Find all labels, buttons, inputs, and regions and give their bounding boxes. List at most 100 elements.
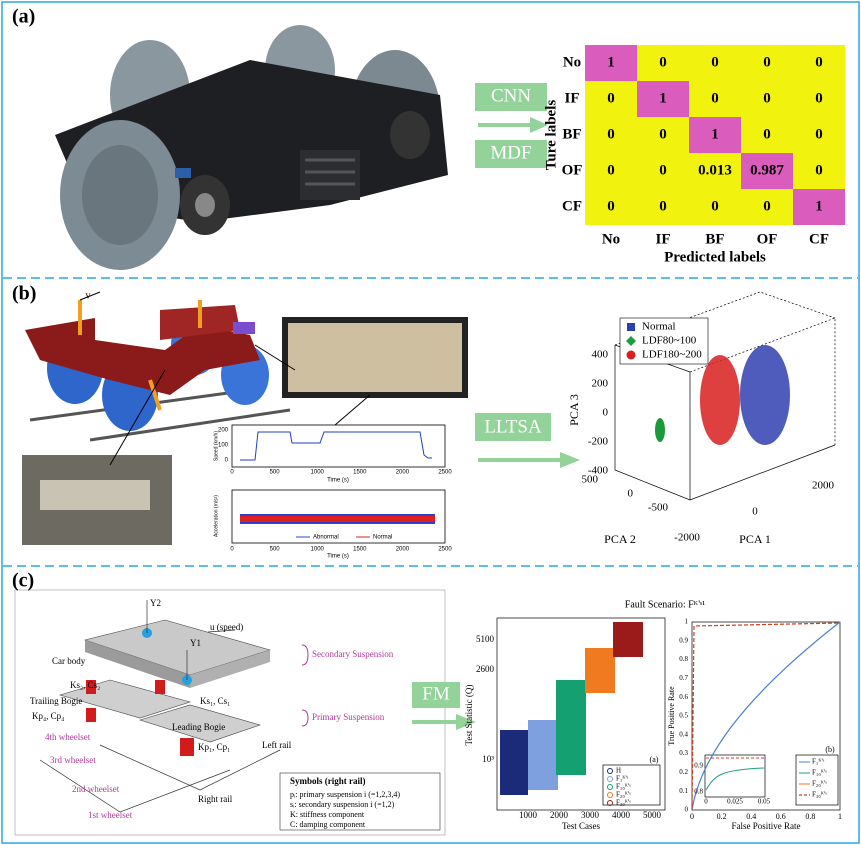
diagram-label: Left rail [262,740,292,750]
cell-value: 0 [711,198,719,214]
tick-label: 0.1 [679,787,688,795]
tick-label: 10³ [482,754,494,764]
tick-label: 400 [592,349,609,361]
tick-label: 500 [270,470,281,476]
cell-value: 0 [659,198,667,214]
tick-label: 0.5 [679,712,688,720]
plot-tag: (b) [825,745,835,754]
legend-entry: Normal [642,321,676,333]
panel-label: (c) [12,570,34,592]
tick-label: 2600 [476,664,495,674]
cell-value: 0 [815,162,823,178]
tick-label: 100 [218,443,229,449]
legend-entry: F₂₀ᴷ'ˢ [616,791,631,799]
axis-label: PCA 3 [567,394,581,426]
cell-value: 0 [659,162,667,178]
cell-value: 0 [815,126,823,142]
tick-label: 2000 [550,810,569,820]
cell-value: 0 [711,90,719,106]
axis-label: Time (s) [327,554,349,560]
tick-label: 0.3 [679,749,688,757]
diagram-label: Right rail [198,794,233,804]
cell-value: 1 [711,126,719,142]
axis-label: False Positive Rate [732,821,801,831]
tick-label: 1500 [353,547,367,553]
tick-label: 0.8 [805,812,815,821]
row-label: CF [562,198,582,214]
tick-label: 0.7 [679,674,688,682]
symbol-line: C: damping component [290,820,366,829]
page: { "panel_a": { "label": "(a)", "method_l… [0,0,861,845]
tick-label: 0 [628,488,634,500]
legend-entry: LDF180~200 [642,349,702,361]
axis-label: True Positive Rate [667,686,676,746]
axis-label: Predicted labels [664,249,766,265]
cell-value: 0 [607,126,615,142]
diagram-label: 3rd wheelset [50,755,96,765]
cell-value: 0 [607,162,615,178]
row-label: No [563,54,581,70]
velocity-label: v [86,290,91,301]
axis-label: Ture labels [543,100,559,171]
diagram-label: Kp₁, Cp₁ [198,742,230,752]
symbol-line: sᵢ: secondary suspension i (=1,2) [290,800,395,809]
diagram-label: Primary Suspension [312,712,385,722]
tick-label: 0 [603,407,609,419]
diagram-label: Car body [52,656,86,666]
cell-value: 0 [763,126,771,142]
tick-label: 200 [592,378,609,390]
tick-label: 5000 [643,810,662,820]
tick-label: 2000 [396,470,410,476]
tick-label: 0.2 [679,768,688,776]
legend-entry: Abnormal [313,535,339,541]
tick-label: 4000 [612,810,631,820]
diagram-label: Ks₂, Cs₂ [70,680,100,690]
tick-label: 0 [685,806,689,814]
cell-value: 0 [607,90,615,106]
tick-label: 2500 [438,547,452,553]
cell-value: 0 [711,54,719,70]
tick-label: 5100 [476,634,495,644]
tick-label: 1 [685,618,689,626]
axis-label: Speed (km/h) [213,431,219,461]
method-label: MDF [490,142,531,163]
tick-label: 0 [690,812,694,821]
panel-label: (b) [12,283,36,305]
col-label: BF [705,231,724,247]
legend-entry: F₁₀ᴷ'ˢ [812,769,827,777]
tick-label: 0.6 [679,693,688,701]
diagram-label: Leading Bogie [172,722,225,732]
cell-value: 1 [659,90,667,106]
legend-entry: F₁₀ᴷ'ˢ [616,783,631,791]
tick-label: 3000 [581,810,600,820]
row-label: OF [562,162,583,178]
method-label: LLTSA [484,416,542,437]
tick-label: 0.05 [758,798,771,806]
axis-label: PCA 2 [604,532,636,546]
legend-entry: F₃₀ᴷ'ˢ [616,799,631,807]
symbols-title: Symbols (right rail) [290,776,366,786]
tick-label: 2000 [812,480,835,492]
tick-label: 500 [270,547,281,553]
axis-label: Test Cases [562,821,601,831]
cell-value: 0 [763,54,771,70]
col-label: No [602,231,620,247]
tick-label: 1000 [311,547,325,553]
tick-label: 0.4 [679,730,688,738]
cell-value: 0 [659,126,667,142]
legend-entry: F₁ᴷ'ˢ [616,775,629,783]
accel-trace [240,516,435,522]
tick-label: 0 [704,798,708,806]
diagram-label: Secondary Suspension [312,649,394,659]
tick-label: 0.4 [746,812,756,821]
tick-label: 200 [218,428,229,434]
diagram-label: Y1 [190,638,201,648]
legend-entry: Normal [373,535,392,541]
axis-label: Acceleration (m/s²) [213,495,219,537]
legend-entry: F₃₀ᴷ'ˢ [812,791,827,799]
tick-label: 1000 [311,470,325,476]
tick-label: -200 [588,436,609,448]
row-label: BF [562,126,581,142]
cell-value: 0 [815,54,823,70]
diagram-label: 1st wheelset [88,810,133,820]
